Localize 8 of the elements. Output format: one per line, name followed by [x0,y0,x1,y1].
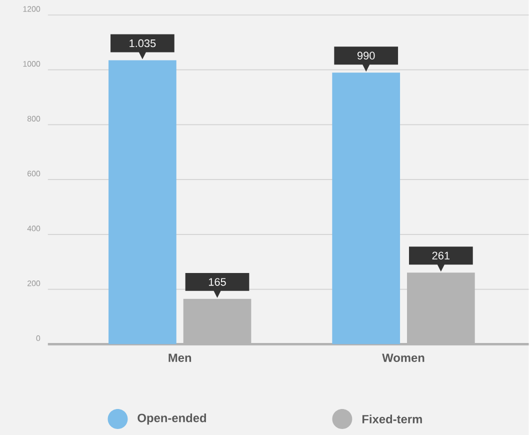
data-label: 990 [357,52,375,60]
data-label: 261 [432,252,450,260]
data-label: 165 [208,278,226,286]
data-label: 1.035 [130,39,156,48]
x-tick-label: Men [168,354,192,362]
legend-label: Open-ended [138,413,206,425]
x-tick-label: Women [382,354,424,362]
legend-label: Fixed-term [362,414,422,424]
